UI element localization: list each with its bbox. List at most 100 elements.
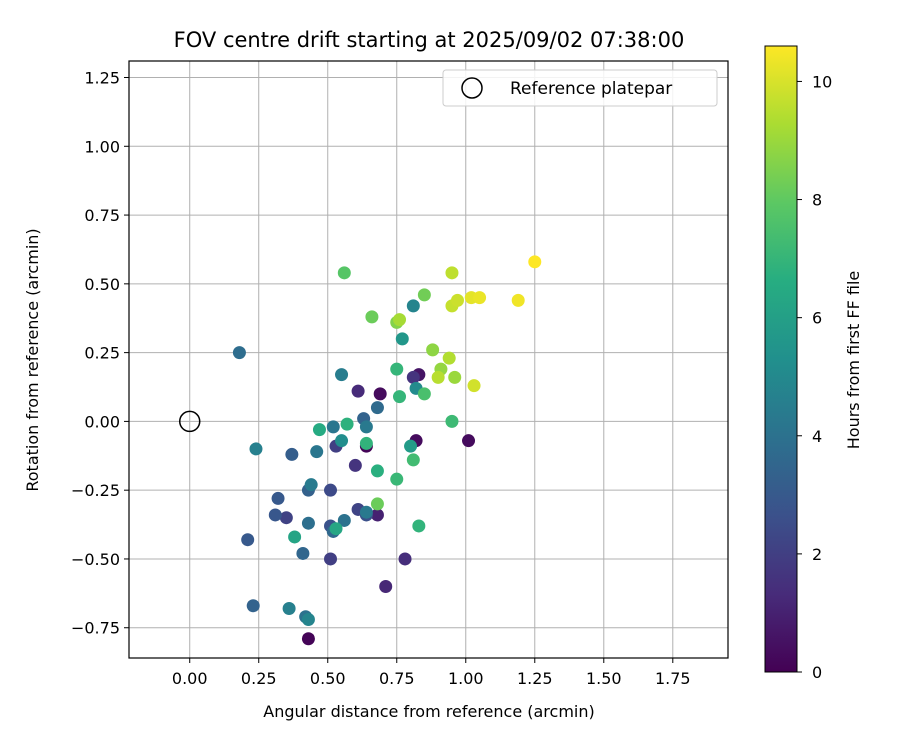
data-point xyxy=(370,464,384,478)
data-point xyxy=(312,423,326,437)
colorbar-tick-label: 8 xyxy=(812,191,822,210)
data-point xyxy=(241,533,255,547)
x-tick-label: 1.25 xyxy=(517,669,553,688)
data-point xyxy=(462,434,476,448)
y-tick-label: 0.25 xyxy=(84,344,120,363)
data-point xyxy=(370,508,384,522)
x-axis-label: Angular distance from reference (arcmin) xyxy=(263,702,594,721)
data-point xyxy=(304,478,318,492)
legend: Reference platepar xyxy=(442,69,718,107)
x-tick-label: 1.00 xyxy=(448,669,484,688)
x-tick-label: 1.75 xyxy=(655,669,691,688)
data-point xyxy=(412,519,426,533)
data-point xyxy=(271,491,285,505)
data-point xyxy=(359,436,373,450)
grid-lines xyxy=(129,61,728,658)
data-point xyxy=(351,384,365,398)
data-point xyxy=(246,599,260,613)
reference-platepar-marker xyxy=(178,410,201,433)
data-point xyxy=(395,332,409,346)
data-point xyxy=(337,266,351,280)
data-points xyxy=(232,255,542,646)
y-tick-label: −0.25 xyxy=(71,481,120,500)
data-point xyxy=(442,351,456,365)
data-point xyxy=(337,513,351,527)
data-point xyxy=(448,370,462,384)
x-axis-ticks: 0.00 0.25 0.50 0.75 1.00 1.25 1.50 1.75 xyxy=(172,658,691,688)
data-point xyxy=(445,414,459,428)
data-point xyxy=(390,472,404,486)
data-point xyxy=(404,439,418,453)
data-point xyxy=(406,299,420,313)
legend-box xyxy=(442,69,718,107)
data-point xyxy=(379,579,393,593)
y-tick-label: 0.75 xyxy=(84,206,120,225)
data-point xyxy=(417,387,431,401)
data-point xyxy=(473,291,487,305)
data-point xyxy=(393,313,407,327)
data-point xyxy=(393,390,407,404)
colorbar-tick-label: 2 xyxy=(812,545,822,564)
data-point xyxy=(268,508,282,522)
colorbar-tick-label: 0 xyxy=(812,663,822,682)
data-point xyxy=(431,370,445,384)
data-point xyxy=(359,420,373,434)
legend-entry-label: Reference platepar xyxy=(510,79,672,99)
legend-marker-icon xyxy=(461,77,483,99)
data-point xyxy=(324,483,338,497)
data-point xyxy=(445,266,459,280)
data-point xyxy=(285,447,299,461)
data-point xyxy=(370,401,384,415)
colorbar-tick-label: 6 xyxy=(812,309,822,328)
y-axis-label: Rotation from reference (arcmin) xyxy=(23,228,42,491)
data-point xyxy=(324,552,338,566)
x-tick-label: 0.25 xyxy=(241,669,277,688)
data-point xyxy=(370,497,384,511)
data-point xyxy=(359,505,373,519)
y-tick-label: 1.00 xyxy=(84,137,120,156)
data-point xyxy=(373,387,387,401)
data-point xyxy=(335,368,349,382)
colorbar-ticks: 0 2 4 6 8 10 xyxy=(797,72,832,682)
data-point xyxy=(365,310,379,324)
y-tick-label: −0.75 xyxy=(71,619,120,638)
data-point xyxy=(301,516,315,530)
data-point xyxy=(467,379,481,393)
x-tick-label: 1.50 xyxy=(586,669,622,688)
y-axis-ticks: −0.75 −0.50 −0.25 0.00 0.25 0.50 0.75 1.00 1.25 xyxy=(71,69,129,638)
y-tick-label: −0.50 xyxy=(71,550,120,569)
data-point xyxy=(279,511,293,525)
data-point xyxy=(450,293,464,307)
data-point xyxy=(406,453,420,467)
data-point xyxy=(282,601,296,615)
data-point xyxy=(329,522,343,536)
data-point xyxy=(406,370,420,384)
data-point xyxy=(398,552,412,566)
data-point xyxy=(326,420,340,434)
data-point xyxy=(301,632,315,646)
data-point xyxy=(301,612,315,626)
x-tick-label: 0.00 xyxy=(172,669,208,688)
data-point xyxy=(249,442,263,456)
data-point xyxy=(348,458,362,472)
data-point xyxy=(340,417,354,431)
data-point xyxy=(511,293,525,307)
data-point xyxy=(310,445,324,459)
y-tick-label: 0.50 xyxy=(84,275,120,294)
plot-frame xyxy=(128,60,729,659)
colorbar-tick-label: 4 xyxy=(812,427,822,446)
colorbar: 0 2 4 6 8 10 Hours from first FF file xyxy=(764,45,863,682)
y-tick-label: 0.00 xyxy=(84,412,120,431)
data-point xyxy=(417,288,431,302)
data-point xyxy=(288,530,302,544)
data-point xyxy=(335,434,349,448)
y-tick-label: 1.25 xyxy=(84,69,120,88)
data-point xyxy=(296,546,310,560)
data-point xyxy=(232,346,246,360)
data-point xyxy=(390,362,404,376)
colorbar-gradient xyxy=(764,45,798,673)
data-point xyxy=(426,343,440,357)
data-point xyxy=(528,255,542,269)
chart-title: FOV centre drift starting at 2025/09/02 … xyxy=(174,28,685,52)
